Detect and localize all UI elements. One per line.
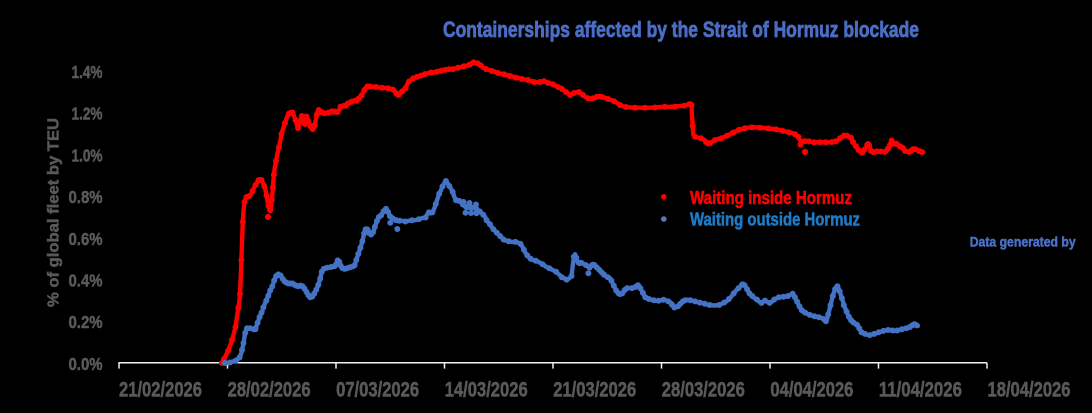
svg-text:04/04/2026: 04/04/2026 (770, 378, 853, 402)
svg-text:11/04/2026: 11/04/2026 (879, 378, 962, 402)
svg-text:21/02/2026: 21/02/2026 (119, 378, 202, 402)
svg-text:18/04/2026: 18/04/2026 (988, 378, 1071, 402)
svg-text:28/03/2026: 28/03/2026 (662, 378, 745, 402)
svg-text:1.2%: 1.2% (72, 104, 103, 124)
svg-text:0.0%: 0.0% (69, 354, 103, 374)
svg-text:07/03/2026: 07/03/2026 (336, 378, 419, 402)
svg-text:1.0%: 1.0% (72, 145, 103, 165)
svg-text:0.2%: 0.2% (69, 312, 103, 332)
svg-text:1.4%: 1.4% (72, 62, 103, 82)
svg-text:Data generated by: Data generated by (970, 234, 1076, 250)
svg-text:0.4%: 0.4% (69, 271, 103, 291)
svg-text:21/03/2026: 21/03/2026 (553, 378, 636, 402)
svg-text:14/03/2026: 14/03/2026 (445, 378, 528, 402)
svg-text:% of global fleet by TEU: % of global fleet by TEU (46, 118, 63, 307)
svg-text:Waiting inside Hormuz: Waiting inside Hormuz (690, 187, 852, 208)
svg-text:0.6%: 0.6% (69, 229, 103, 249)
svg-text:0.8%: 0.8% (69, 187, 103, 207)
svg-text:28/02/2026: 28/02/2026 (228, 378, 311, 402)
svg-text:Waiting outside Hormuz: Waiting outside Hormuz (690, 209, 860, 230)
svg-text:Containerships affected by the: Containerships affected by the Strait of… (443, 17, 919, 42)
